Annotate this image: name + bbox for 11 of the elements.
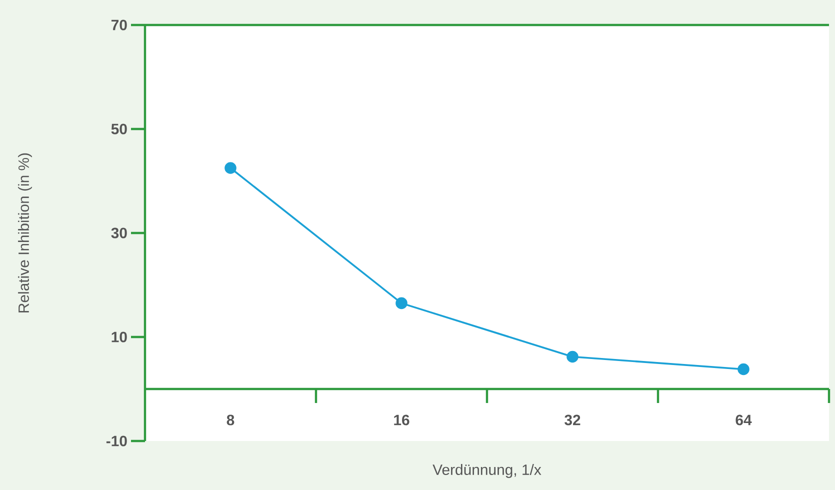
y-axis-title: Relative Inhibition (in %) xyxy=(18,153,32,312)
x-tick-label: 32 xyxy=(564,414,580,426)
y-tick-label: 70 xyxy=(111,20,127,30)
x-axis-title: Verdünnung, 1/x xyxy=(432,464,542,478)
x-tick-label: 64 xyxy=(736,414,752,426)
x-tick-label: 8 xyxy=(226,414,234,426)
y-tick-label: 30 xyxy=(111,228,127,238)
y-tick-label: 10 xyxy=(112,332,127,342)
y-tick-label: -10 xyxy=(106,436,127,446)
y-tick-label: 50 xyxy=(111,124,127,134)
x-tick-label: 16 xyxy=(394,414,410,426)
